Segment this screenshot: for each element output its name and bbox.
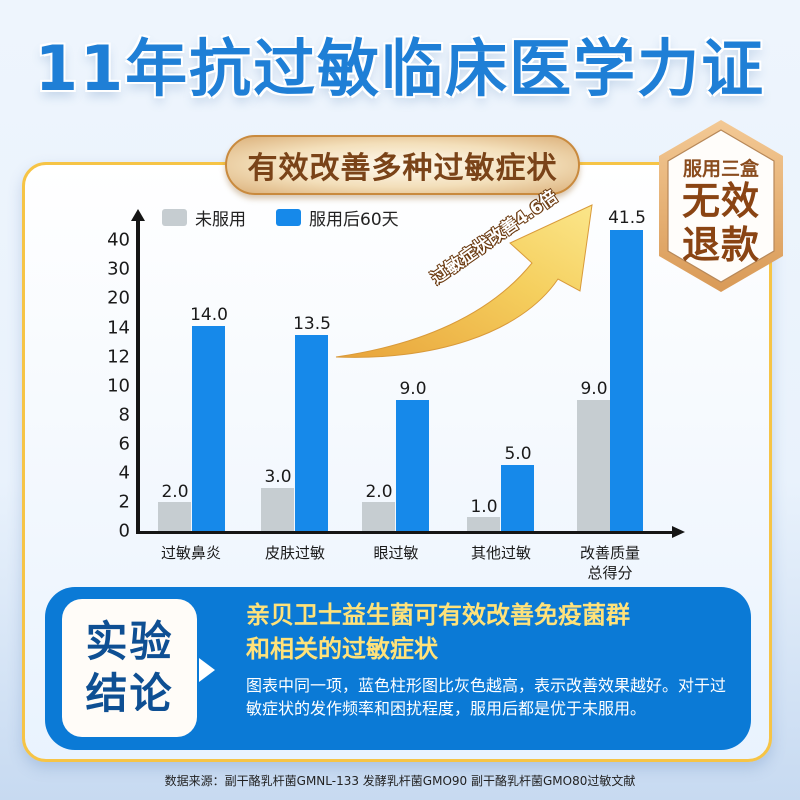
refund-badge: 服用三盒 无效 退款 <box>655 118 787 294</box>
y-tick: 2 <box>118 491 130 513</box>
bar-treated-rhinitis <box>192 326 225 532</box>
y-tick: 30 <box>107 258 130 280</box>
legend-swatch-gray <box>162 209 187 226</box>
chart-title-banner: 有效改善多种过敏症状 <box>225 135 580 195</box>
page-title: 11年抗过敏临床医学力证 <box>34 32 766 105</box>
legend-swatch-blue <box>276 209 301 226</box>
y-tick: 8 <box>118 404 130 426</box>
headline-line: 和相关的过敏症状 <box>246 635 438 663</box>
y-axis <box>136 218 140 534</box>
legend-item-treated: 服用后60天 <box>276 205 399 230</box>
y-tick: 20 <box>107 287 130 309</box>
x-label: 过敏鼻炎 <box>136 543 246 563</box>
value-label: 2.0 <box>365 482 393 502</box>
value-label: 2.0 <box>161 482 189 502</box>
value-label: 1.0 <box>470 497 498 517</box>
x-label: 其他过敏 <box>446 543 556 563</box>
x-label: 皮肤过敏 <box>240 543 350 563</box>
y-tick: 40 <box>107 229 130 251</box>
bar-untreated-rhinitis <box>158 502 191 532</box>
x-label-text: 皮肤过敏 <box>264 544 325 562</box>
value-label: 41.5 <box>608 208 646 228</box>
banner-text: 有效改善多种过敏症状 <box>247 151 558 186</box>
badge-line-no-effect: 无效 <box>681 179 760 223</box>
x-axis-arrow-icon <box>672 526 685 538</box>
y-tick: 4 <box>118 462 130 484</box>
bar-treated-total <box>610 230 643 532</box>
y-tick: 12 <box>107 346 130 368</box>
x-label-text: 眼过敏 <box>373 544 419 562</box>
conclusion-label: 结论 <box>85 669 174 718</box>
x-label-text: 其他过敏 <box>470 544 531 562</box>
x-label-text: 总得分 <box>587 564 633 582</box>
y-tick: 0 <box>118 520 130 542</box>
y-tick: 14 <box>107 317 130 339</box>
bar-untreated-total <box>577 400 610 532</box>
value-label: 14.0 <box>190 305 228 325</box>
value-label: 9.0 <box>399 379 427 399</box>
x-label-text: 改善质量 <box>579 544 640 562</box>
y-tick: 10 <box>107 375 130 397</box>
conclusion-label: 实验 <box>85 617 174 666</box>
hexagon-badge-icon <box>659 120 783 292</box>
legend-item-untreated: 未服用 <box>162 205 246 230</box>
x-axis <box>136 531 676 534</box>
headline-line: 亲贝卫士益生菌可有效改善免疫菌群 <box>246 601 630 629</box>
legend-label: 未服用 <box>195 210 246 230</box>
bar-untreated-skin <box>261 488 294 532</box>
bar-treated-eye <box>396 400 429 532</box>
pointer-triangle-icon <box>199 658 215 682</box>
bar-treated-other <box>501 465 534 532</box>
bar-untreated-other <box>467 517 500 532</box>
improvement-arrow-icon <box>335 204 593 358</box>
badge-line-refund: 退款 <box>681 223 760 267</box>
x-label: 眼过敏 <box>341 543 451 563</box>
y-tick: 6 <box>118 433 130 455</box>
legend-label: 服用后60天 <box>309 210 399 230</box>
conclusion-label-box: 实验 结论 <box>62 599 197 737</box>
value-label: 3.0 <box>264 467 292 487</box>
bar-untreated-eye <box>362 502 395 532</box>
x-label-text: 过敏鼻炎 <box>160 544 221 562</box>
x-label: 改善质量 总得分 <box>555 543 665 583</box>
badge-subtitle: 服用三盒 <box>682 158 759 180</box>
y-axis-arrow-icon <box>131 209 145 221</box>
value-label: 13.5 <box>293 314 331 334</box>
value-label: 9.0 <box>580 379 608 399</box>
conclusion-headline: 亲贝卫士益生菌可有效改善免疫菌群 和相关的过敏症状 <box>246 598 736 666</box>
value-label: 5.0 <box>504 444 532 464</box>
bar-treated-skin <box>295 335 328 532</box>
data-source-footnote: 数据来源：副干酪乳杆菌GMNL-133 发酵乳杆菌GMO90 副干酪乳杆菌GMO… <box>164 774 636 788</box>
conclusion-body: 图表中同一项，蓝色柱形图比灰色越高，表示改善效果越好。对于过敏症状的发作频率和困… <box>246 676 727 718</box>
